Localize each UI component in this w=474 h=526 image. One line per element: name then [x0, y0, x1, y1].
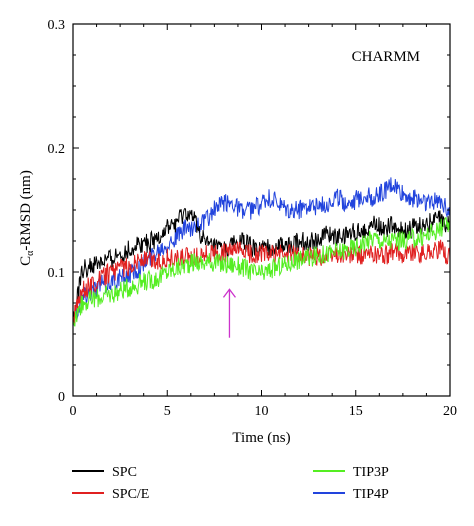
- y-tick-label: 0: [58, 390, 65, 405]
- series-line-tip4p: [72, 177, 451, 326]
- axis-layer: 0 5 10 15 20 0 0.1 0.2 0.3: [48, 18, 458, 419]
- x-axis-label: Time (ns): [232, 430, 290, 446]
- y-tick-label: 0.3: [48, 18, 66, 33]
- x-tick-label: 10: [255, 404, 269, 419]
- x-tick-label: 20: [443, 404, 457, 419]
- y-axis-label-subscript: α: [25, 250, 36, 256]
- y-axis-label: Cα-RMSD (nm): [18, 170, 36, 266]
- legend: SPC SPC/E TIP3P TIP4P: [72, 465, 389, 502]
- y-axis-label-suffix: -RMSD (nm): [18, 170, 34, 250]
- y-axis-label-prefix: C: [18, 256, 34, 266]
- legend-label-spc: SPC: [112, 465, 137, 480]
- x-tick-label: 15: [349, 404, 363, 419]
- series-line-tip3p: [72, 215, 451, 327]
- x-tick-label: 0: [70, 404, 77, 419]
- arrow-annotation: [222, 288, 236, 338]
- chart-annotation-label: CHARMM: [352, 49, 420, 65]
- series-line-spc-e: [72, 239, 451, 324]
- series-line-spc: [72, 207, 451, 325]
- series-layer: [72, 177, 451, 327]
- y-tick-label: 0.2: [48, 142, 66, 157]
- arrow-head: [222, 288, 236, 298]
- legend-label-spc-e: SPC/E: [112, 487, 149, 502]
- y-tick-label: 0.1: [48, 266, 66, 281]
- legend-label-tip3p: TIP3P: [353, 465, 389, 480]
- plot-frame: [72, 23, 451, 397]
- x-tick-label: 5: [164, 404, 171, 419]
- legend-label-tip4p: TIP4P: [353, 487, 389, 502]
